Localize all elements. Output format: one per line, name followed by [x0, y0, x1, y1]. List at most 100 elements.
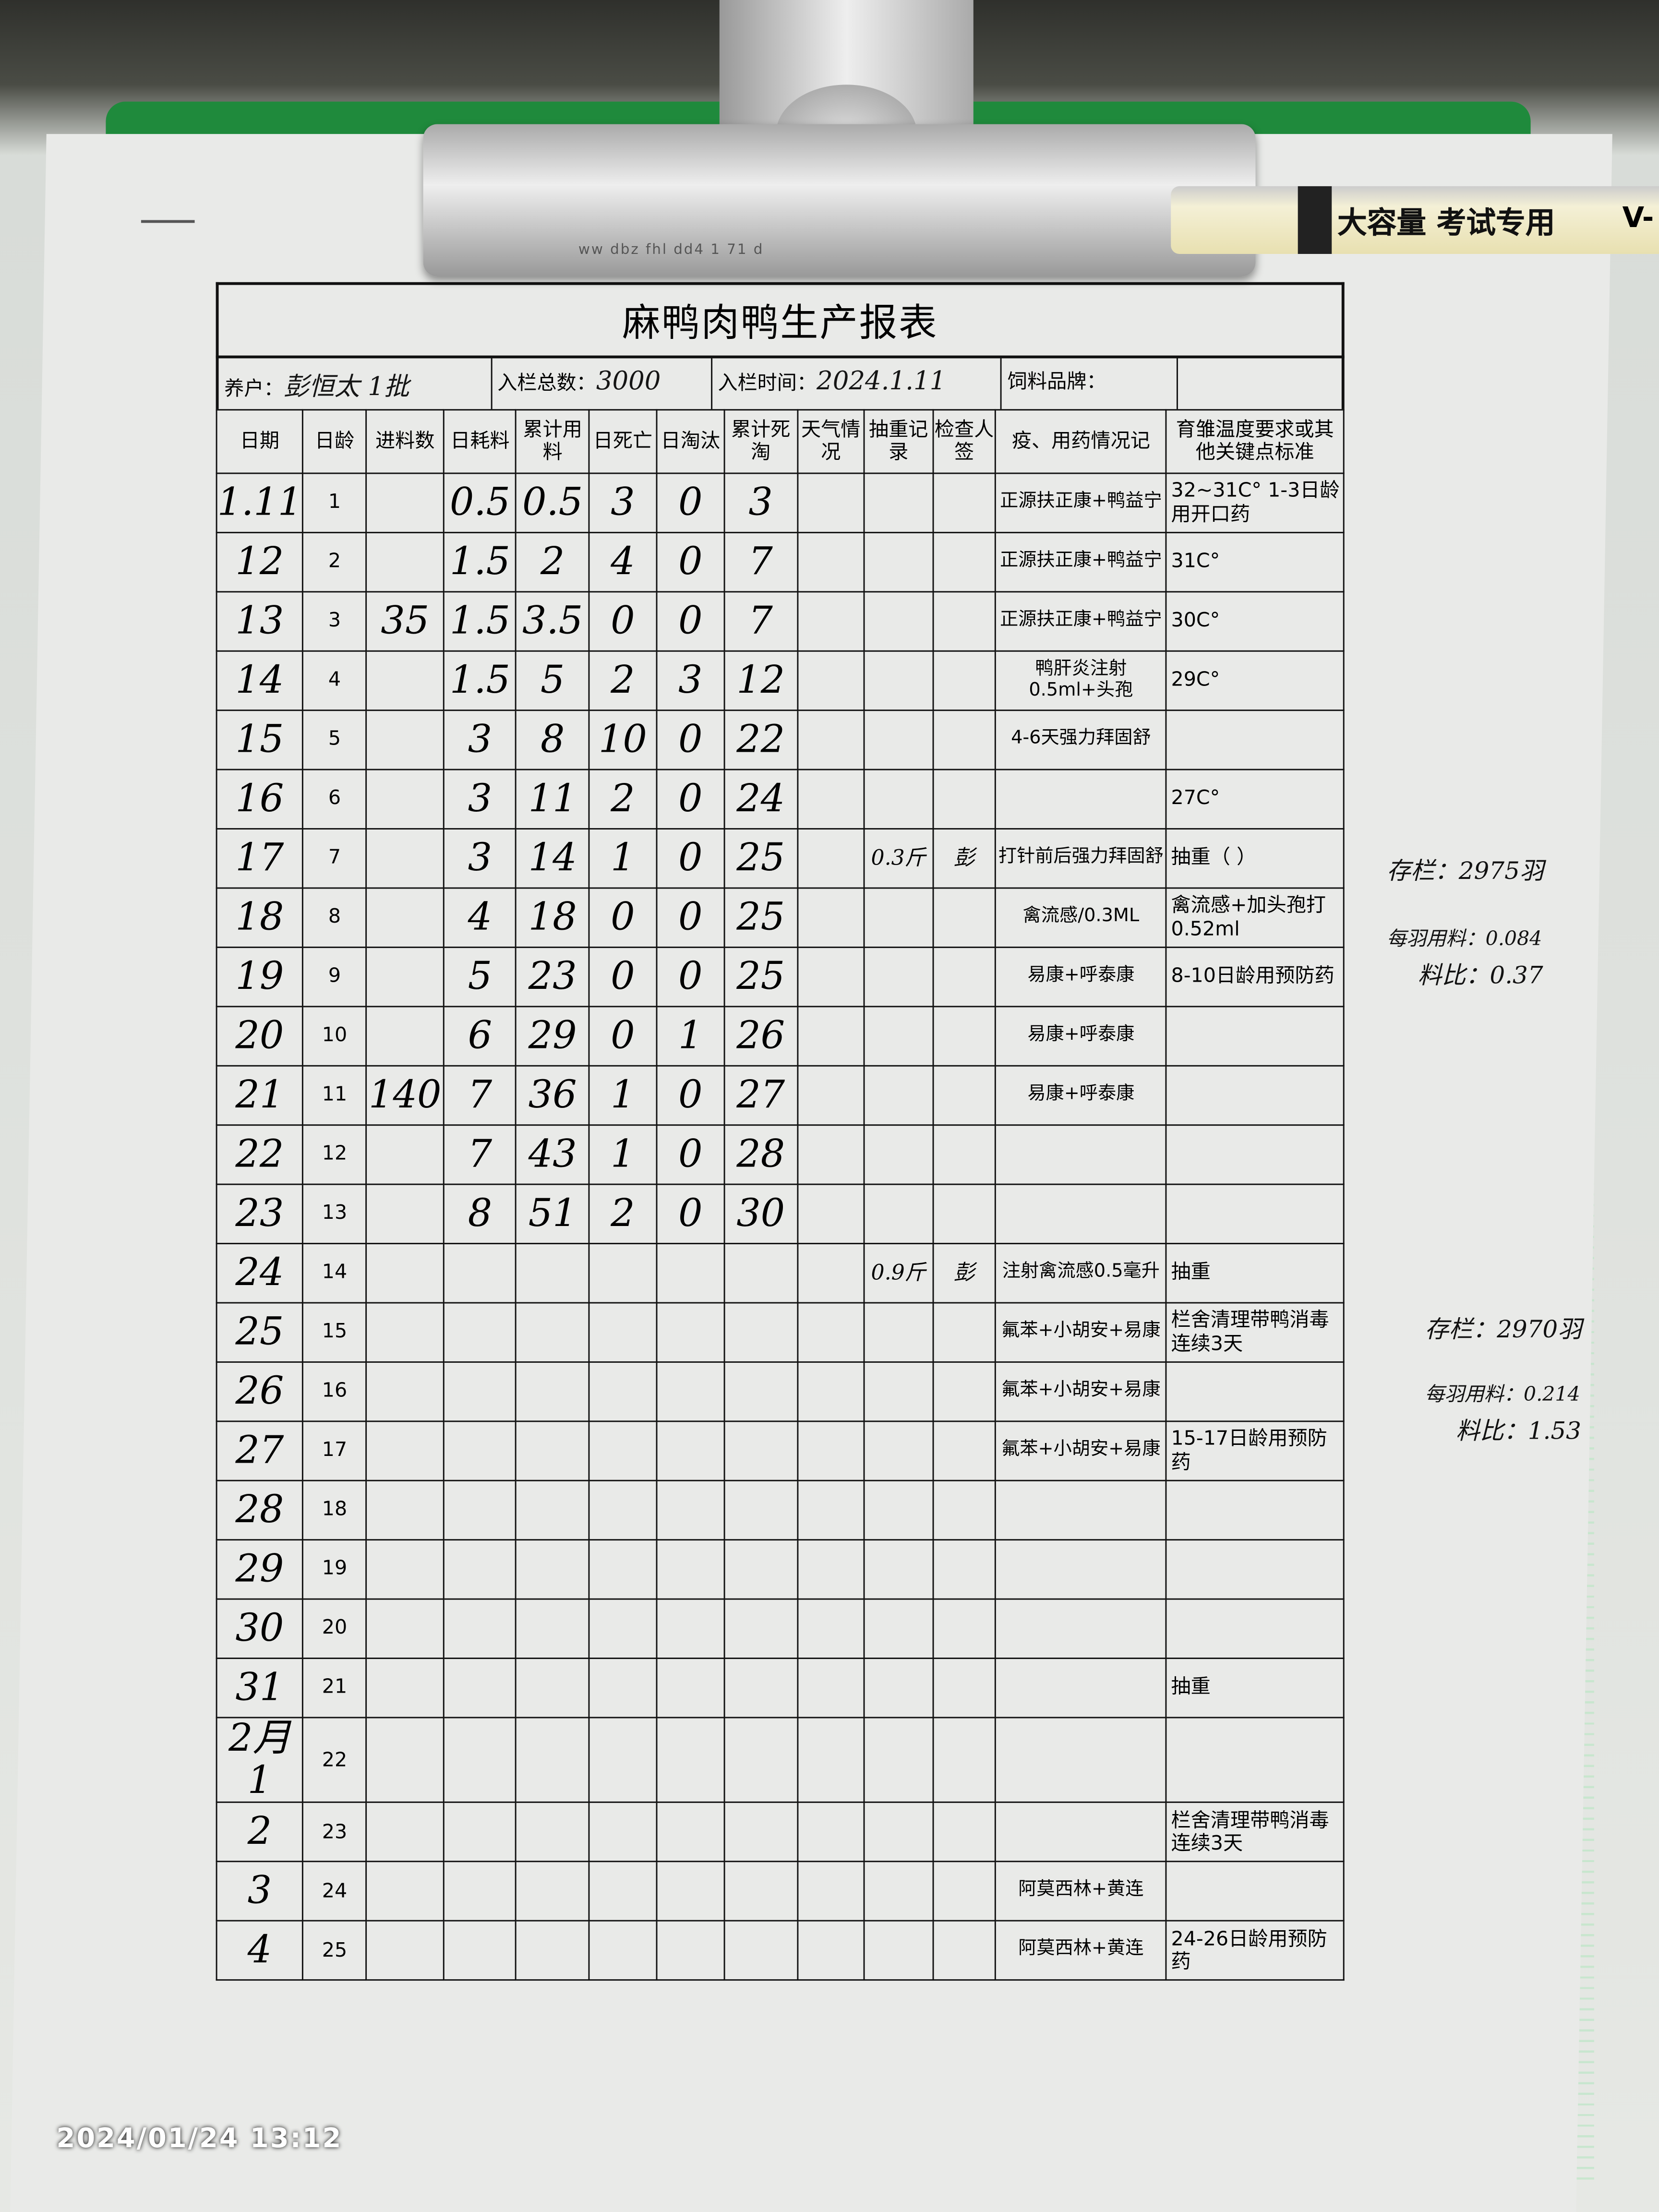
cell-meds: 易康+呼泰康 — [995, 1006, 1167, 1067]
cell-cum-feed: 5 — [516, 650, 590, 711]
cell-culled: 0 — [656, 1065, 725, 1126]
cell-cum-feed — [516, 1302, 590, 1363]
cell-sign: 彭 — [932, 828, 997, 889]
cell-feed-in — [365, 531, 445, 593]
cell-weight: 0.9斤 — [864, 1243, 934, 1304]
cell-age: 11 — [302, 1065, 367, 1126]
cell-date: 29 — [216, 1539, 304, 1600]
cell-weight — [864, 591, 934, 652]
cell-notes — [1165, 1183, 1345, 1245]
cell-age: 23 — [302, 1802, 367, 1863]
cell-daily-feed: 1.5 — [443, 531, 517, 593]
table-row: 28 18 — [216, 1479, 1345, 1541]
cell-age: 7 — [302, 828, 367, 889]
cell-weather — [796, 769, 866, 830]
cell-sign — [932, 1717, 997, 1803]
cell-notes: 栏舍清理带鸭消毒连续3天 — [1165, 1802, 1345, 1863]
cell-daily-feed: 6 — [443, 1006, 517, 1067]
cell-culled: 0 — [656, 1183, 725, 1245]
cell-daily-feed: 8 — [443, 1183, 517, 1245]
cell-weight — [864, 1479, 934, 1541]
margin-note-1: 存栏：2975羽 每羽用料：0.084 料比：0.37 — [1387, 854, 1544, 995]
cell-culled: 3 — [656, 650, 725, 711]
cell-meds: 鸭肝炎注射0.5ml+头孢 — [995, 650, 1167, 711]
cell-weight — [864, 1802, 934, 1863]
cell-cum-loss — [723, 1861, 798, 1922]
cell-daily-feed — [443, 1920, 517, 1982]
cell-weight — [864, 650, 934, 711]
cell-cum-loss — [723, 1598, 798, 1659]
cell-cum-loss — [723, 1802, 798, 1863]
cell-dead — [588, 1861, 658, 1922]
cell-weather — [796, 1658, 866, 1719]
cell-age: 3 — [302, 591, 367, 652]
cell-dead: 2 — [588, 1183, 658, 1245]
column-header: 累计用料 — [516, 409, 590, 474]
cell-meds — [995, 1539, 1167, 1600]
clip-engraving: ww dbz fhl dd4 1 71 d — [578, 242, 764, 258]
cell-culled — [656, 1361, 725, 1422]
form-info-row: 养户：彭恒太 1批 入栏总数：3000 入栏时间：2024.1.11 饲料品牌： — [216, 355, 1345, 409]
margin-note-line: 每羽用料：0.214 — [1425, 1383, 1580, 1407]
cell-date: 4 — [216, 1920, 304, 1982]
cell-sign — [932, 1539, 997, 1600]
column-header: 天气情况 — [796, 409, 866, 474]
cell-dead: 1 — [588, 828, 658, 889]
cell-notes: 抽重 — [1165, 1658, 1345, 1719]
cell-dead: 2 — [588, 650, 658, 711]
cell-age: 9 — [302, 946, 367, 1008]
cell-dead — [588, 1802, 658, 1863]
cell-cum-loss: 24 — [723, 769, 798, 830]
cell-feed-in — [365, 946, 445, 1008]
cell-date: 17 — [216, 828, 304, 889]
cell-daily-feed: 3 — [443, 769, 517, 830]
cell-daily-feed: 7 — [443, 1065, 517, 1126]
cell-cum-loss: 30 — [723, 1183, 798, 1245]
cell-date: 26 — [216, 1361, 304, 1422]
cell-weight — [864, 1420, 934, 1481]
table-row: 20 10 6 29 0 1 26 易康+呼泰康 — [216, 1006, 1345, 1067]
cell-feed-in — [365, 472, 445, 533]
cell-sign — [932, 1861, 997, 1922]
feed-brand-label: 饲料品牌： — [1007, 371, 1106, 394]
cell-notes: 8-10日龄用预防药 — [1165, 946, 1345, 1008]
cell-notes: 抽重（ ） — [1165, 828, 1345, 889]
cell-weather — [796, 709, 866, 770]
cell-culled — [656, 1717, 725, 1803]
cell-cum-feed — [516, 1479, 590, 1541]
cell-meds — [995, 1124, 1167, 1185]
cell-weight — [864, 1658, 934, 1719]
cell-daily-feed — [443, 1361, 517, 1422]
cell-dead — [588, 1920, 658, 1982]
cell-cum-loss — [723, 1479, 798, 1541]
cell-weight — [864, 887, 934, 948]
cell-age: 4 — [302, 650, 367, 711]
cell-cum-feed — [516, 1598, 590, 1659]
cell-weather — [796, 1361, 866, 1422]
cell-date: 28 — [216, 1479, 304, 1541]
cell-feed-in — [365, 1479, 445, 1541]
cell-sign — [932, 531, 997, 593]
cell-feed-in — [365, 1861, 445, 1922]
cell-date: 23 — [216, 1183, 304, 1245]
cell-feed-in — [365, 709, 445, 770]
cell-culled: 0 — [656, 946, 725, 1008]
cell-notes: 27C° — [1165, 769, 1345, 830]
cell-notes — [1165, 1361, 1345, 1422]
cell-weather — [796, 1124, 866, 1185]
cell-cum-loss — [723, 1302, 798, 1363]
cell-daily-feed: 5 — [443, 946, 517, 1008]
cell-weather — [796, 1539, 866, 1600]
cell-cum-feed — [516, 1420, 590, 1481]
cell-age: 14 — [302, 1243, 367, 1304]
cell-meds — [995, 1717, 1167, 1803]
cell-weather — [796, 650, 866, 711]
cell-date: 24 — [216, 1243, 304, 1304]
cell-feed-in — [365, 1717, 445, 1803]
cell-culled — [656, 1598, 725, 1659]
cell-culled: 0 — [656, 591, 725, 652]
cell-notes — [1165, 1861, 1345, 1922]
cell-date: 19 — [216, 946, 304, 1008]
cell-daily-feed: 4 — [443, 887, 517, 948]
